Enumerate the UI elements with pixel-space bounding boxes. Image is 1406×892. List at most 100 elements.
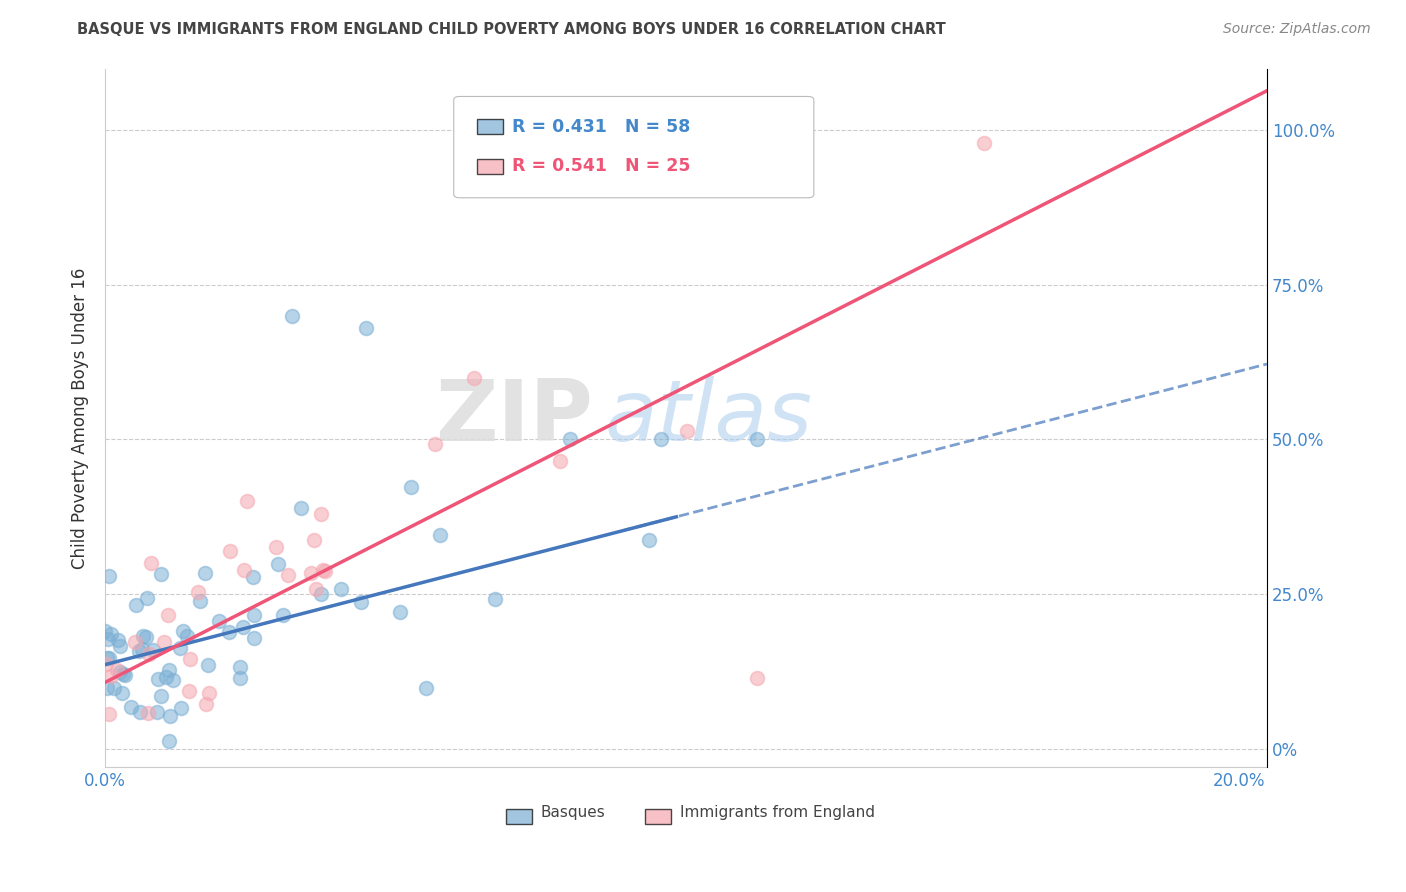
Point — [131, 641, 153, 656]
Point — [281, 309, 304, 323]
Point — [243, 608, 266, 623]
Point — [198, 686, 221, 700]
Text: ZIP: ZIP — [436, 376, 593, 459]
Point — [169, 640, 191, 655]
Point — [188, 593, 211, 607]
Point — [229, 671, 252, 685]
Point — [112, 666, 135, 681]
Point — [233, 563, 256, 577]
Point — [139, 556, 162, 570]
Point — [388, 605, 411, 619]
Point — [124, 634, 146, 648]
Point — [128, 644, 150, 658]
Point — [135, 630, 157, 644]
Point — [187, 585, 209, 599]
Point — [219, 543, 242, 558]
Point — [148, 672, 170, 686]
Point — [97, 632, 120, 646]
Point — [157, 733, 180, 747]
Point — [329, 582, 352, 597]
Point — [429, 528, 451, 542]
Point — [96, 681, 118, 696]
Point — [305, 582, 328, 596]
Point — [242, 570, 264, 584]
Point — [290, 501, 312, 516]
Point — [177, 683, 200, 698]
Point — [138, 647, 160, 661]
Text: R = 0.431   N = 58: R = 0.431 N = 58 — [512, 118, 690, 136]
Point — [304, 533, 326, 547]
Point — [176, 629, 198, 643]
FancyBboxPatch shape — [506, 809, 531, 824]
Point — [107, 663, 129, 677]
Text: Source: ZipAtlas.com: Source: ZipAtlas.com — [1223, 22, 1371, 37]
Point — [149, 567, 172, 582]
Point — [96, 651, 118, 665]
Text: BASQUE VS IMMIGRANTS FROM ENGLAND CHILD POVERTY AMONG BOYS UNDER 16 CORRELATION : BASQUE VS IMMIGRANTS FROM ENGLAND CHILD … — [77, 22, 946, 37]
Text: Immigrants from England: Immigrants from England — [681, 805, 876, 820]
Point — [267, 557, 290, 571]
Point — [271, 608, 294, 623]
FancyBboxPatch shape — [454, 96, 814, 198]
Point — [637, 533, 659, 547]
Point — [94, 624, 117, 638]
Point — [114, 668, 136, 682]
Point — [103, 681, 125, 696]
Point — [179, 652, 201, 666]
Point — [197, 657, 219, 672]
Point — [150, 690, 173, 704]
Point — [157, 663, 180, 677]
Point — [229, 659, 252, 673]
Point — [120, 699, 142, 714]
Point — [350, 595, 373, 609]
Point — [111, 686, 134, 700]
Point — [314, 564, 336, 578]
Point — [98, 707, 121, 722]
Point — [97, 569, 120, 583]
Point — [266, 540, 288, 554]
Point — [218, 624, 240, 639]
Point — [153, 635, 176, 649]
Point — [100, 669, 122, 683]
Point — [172, 624, 194, 638]
Point — [558, 433, 581, 447]
Point — [100, 627, 122, 641]
Text: Basques: Basques — [541, 805, 606, 820]
Point — [354, 321, 377, 335]
Point — [423, 437, 446, 451]
Point — [401, 480, 423, 494]
Point — [745, 671, 768, 685]
Point — [484, 591, 506, 606]
Point — [299, 566, 322, 580]
Point — [94, 657, 117, 672]
Y-axis label: Child Poverty Among Boys Under 16: Child Poverty Among Boys Under 16 — [72, 267, 89, 568]
FancyBboxPatch shape — [477, 119, 502, 134]
Point — [309, 507, 332, 521]
Point — [277, 567, 299, 582]
Text: atlas: atlas — [605, 376, 813, 459]
Point — [136, 706, 159, 720]
FancyBboxPatch shape — [645, 809, 671, 824]
Point — [232, 619, 254, 633]
Point — [108, 665, 131, 680]
Point — [162, 673, 184, 687]
Point — [548, 454, 571, 468]
Point — [236, 494, 259, 508]
Point — [142, 643, 165, 657]
Point — [110, 639, 132, 653]
Point — [208, 615, 231, 629]
Point — [135, 591, 157, 605]
Point — [129, 705, 152, 719]
Point — [146, 706, 169, 720]
Point — [463, 370, 485, 384]
Point — [309, 587, 332, 601]
Point — [676, 424, 699, 438]
Point — [415, 681, 437, 695]
Point — [97, 650, 120, 665]
Point — [132, 629, 155, 643]
Text: R = 0.541   N = 25: R = 0.541 N = 25 — [512, 157, 690, 176]
Point — [194, 698, 217, 712]
Point — [312, 563, 335, 577]
Point — [194, 566, 217, 580]
Point — [125, 598, 148, 612]
